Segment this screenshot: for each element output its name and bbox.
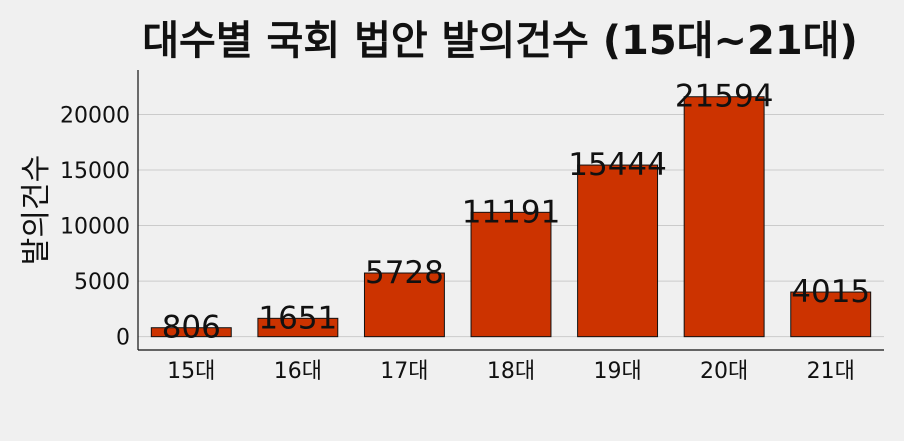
x-tick-label: 21대 [807,359,855,384]
data-label-20대: 21594 [675,79,774,115]
data-label-15대: 806 [162,310,221,346]
data-label-19대: 15444 [568,147,667,183]
y-axis-label: 발의건수 [19,155,54,265]
y-axis-ticks: 0 5000 10000 15000 20000 [60,103,130,350]
x-tick-label: 18대 [487,359,535,384]
x-tick-label: 15대 [167,359,215,384]
data-label-21대: 4015 [791,274,870,310]
y-tick-label: 20000 [60,103,130,128]
data-label-16대: 1651 [258,300,337,336]
y-tick-label: 0 [116,326,130,351]
data-label-18대: 11191 [462,194,561,230]
bar-20대 [684,97,764,337]
x-tick-label: 20대 [700,359,748,384]
y-tick-label: 5000 [74,270,130,295]
data-label-17대: 5728 [365,255,444,291]
y-tick-label: 15000 [60,159,130,184]
x-tick-label: 19대 [593,359,641,384]
bar-19대 [578,165,658,337]
bar-18대 [471,212,551,336]
chart-title: 대수별 국회 법안 발의건수 (15대~21대) [142,18,858,64]
x-tick-label: 17대 [380,359,428,384]
x-axis-ticks: 15대 16대 17대 18대 19대 20대 21대 [167,359,855,384]
y-tick-label: 10000 [60,215,130,240]
x-tick-label: 16대 [274,359,322,384]
